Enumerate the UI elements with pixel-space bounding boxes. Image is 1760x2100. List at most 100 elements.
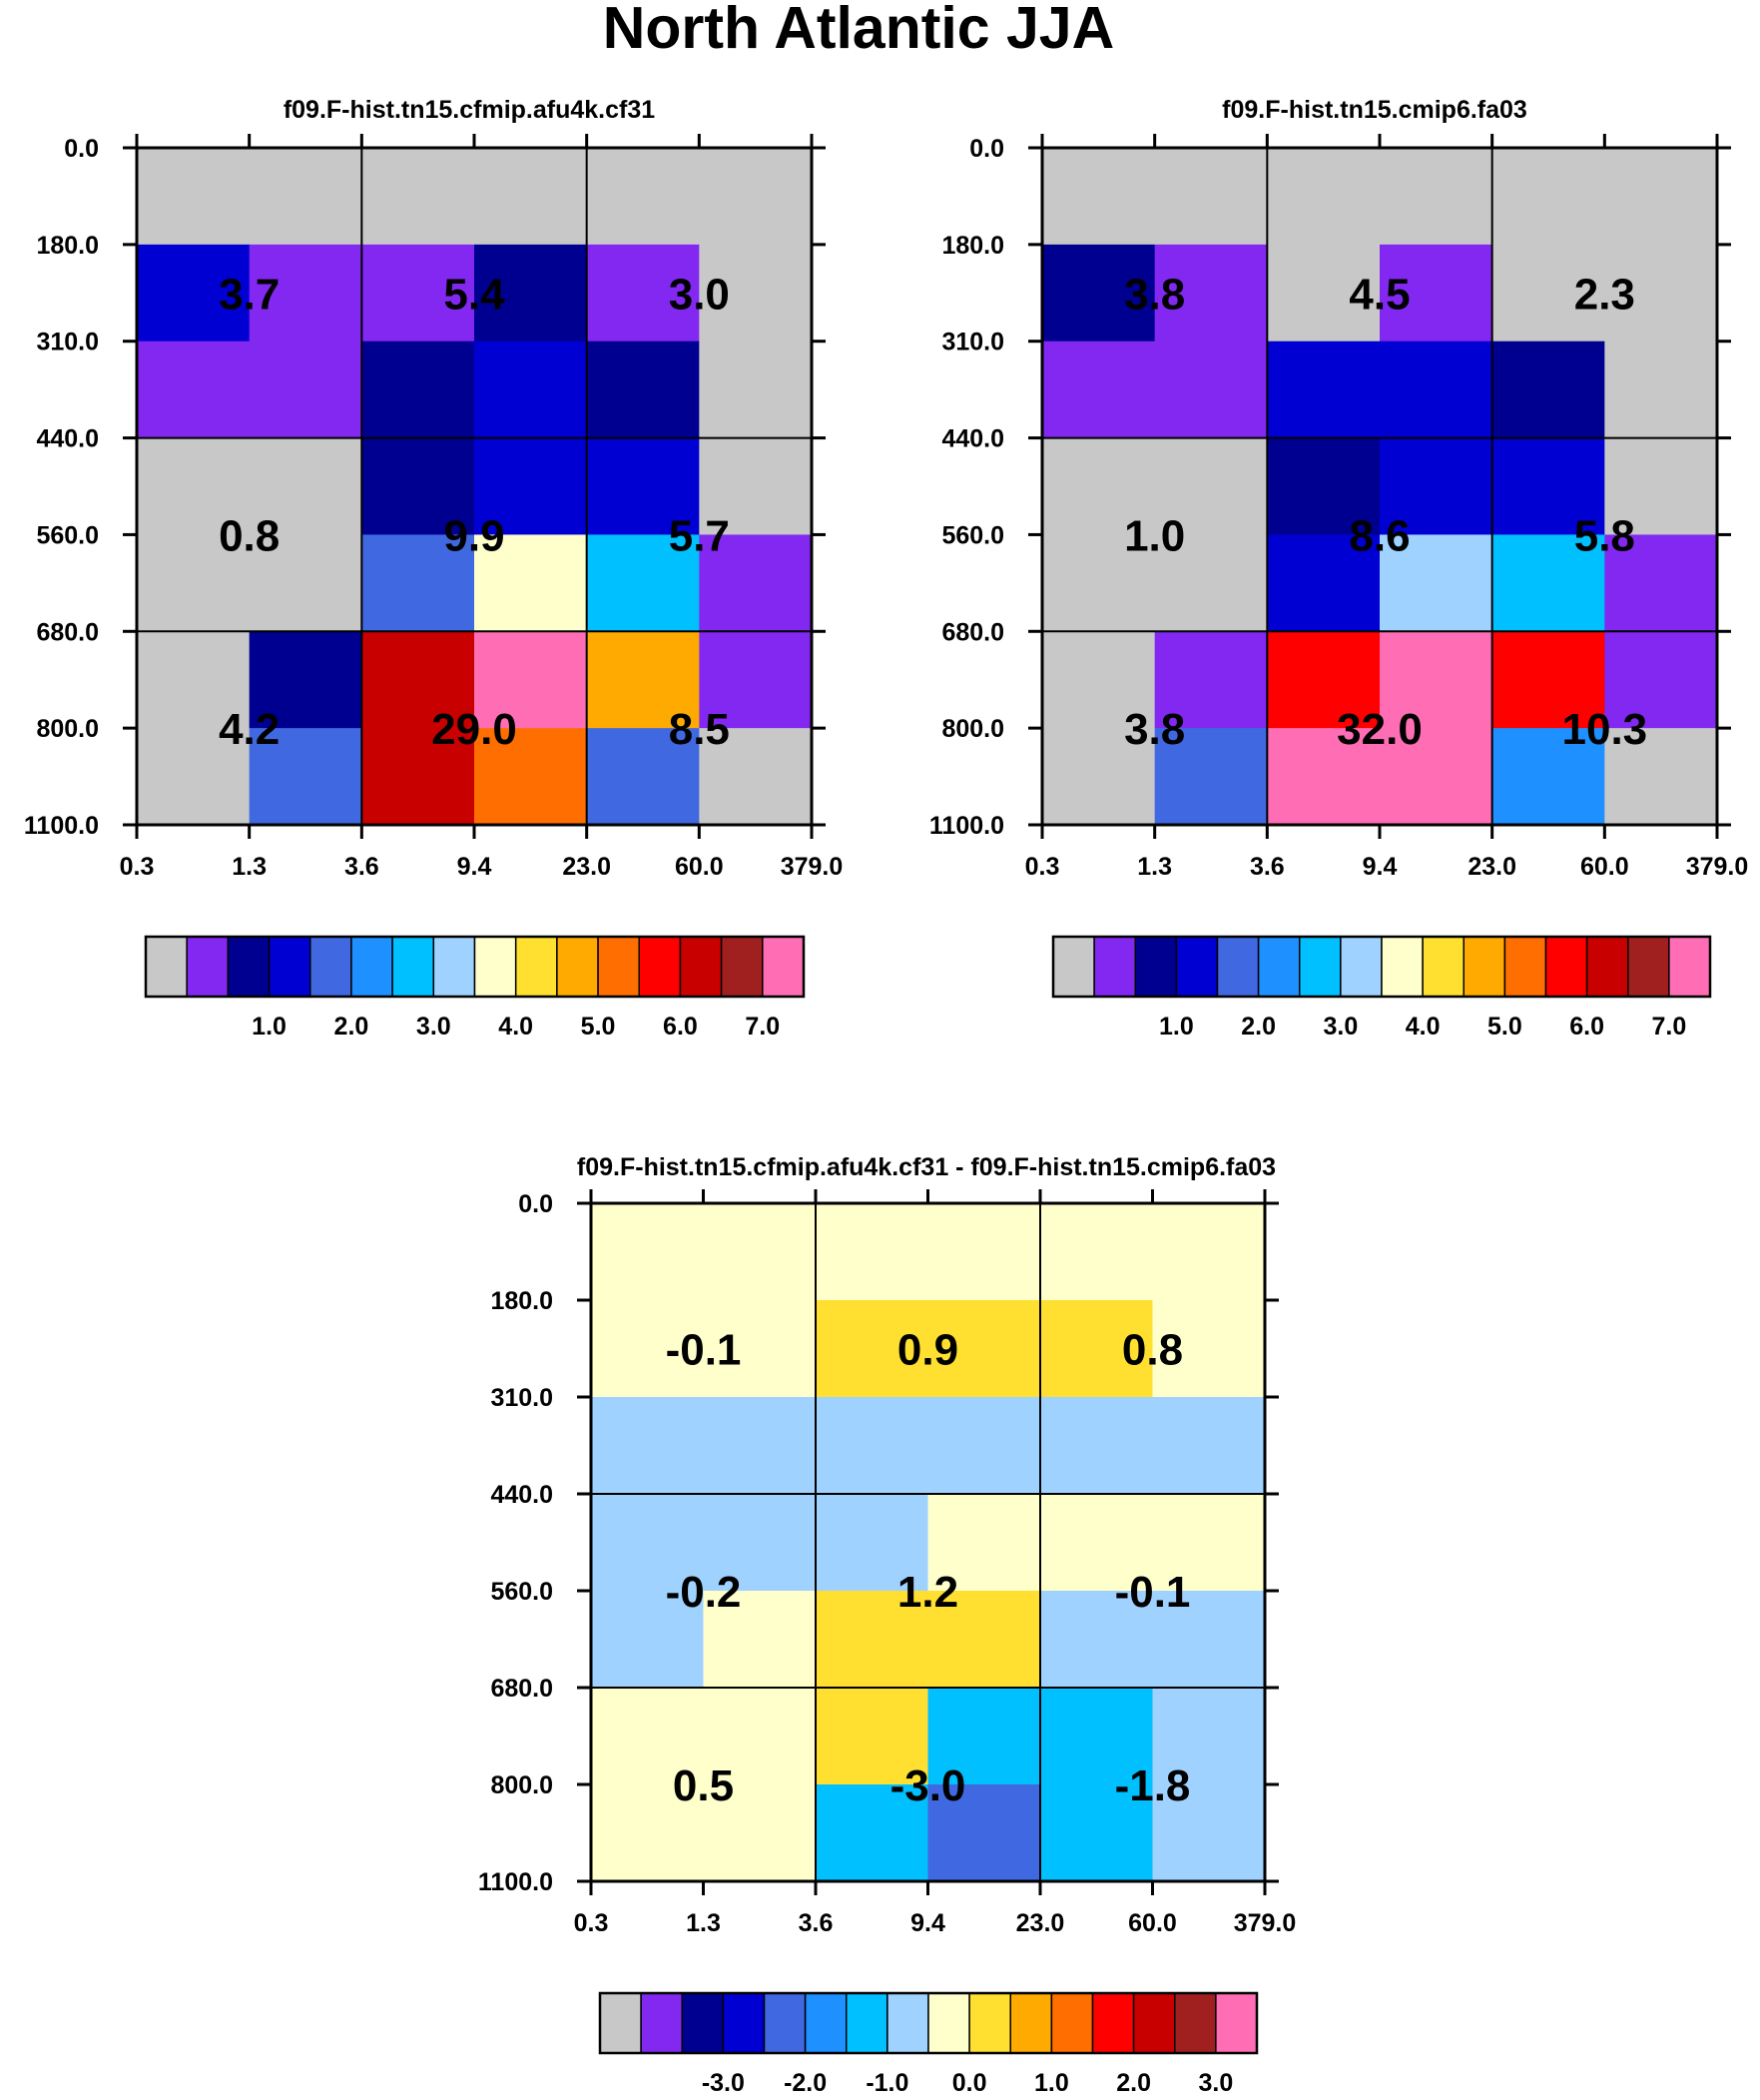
heatmap-cell-light-blue [1380, 534, 1493, 632]
box-value-label: 8.5 [669, 705, 730, 754]
box-value-label: -3.0 [890, 1761, 966, 1810]
colorbar-swatch-grey [599, 1992, 642, 2054]
colorbar-swatch-dodger-blue [350, 936, 393, 998]
box-value-label: 1.0 [1124, 511, 1185, 560]
heatmap-cell-dark-red [361, 728, 475, 826]
x-tick-label: 379.0 [1686, 853, 1749, 881]
panel-1-title: f09.F-hist.tn15.cfmip.afu4k.cf31 [284, 96, 655, 124]
heatmap-cell-light-yellow [474, 534, 588, 632]
heatmap-cell-navy [1042, 244, 1156, 343]
heatmap-cell-violet [361, 244, 475, 343]
heatmap-cell-violet [699, 631, 813, 729]
heatmap-cell-red [1267, 631, 1381, 729]
heatmap-cell-violet [1042, 341, 1156, 439]
x-tick-label: 379.0 [781, 853, 844, 881]
heatmap-cell-light-yellow [703, 1591, 817, 1689]
heatmap-cell-grey [249, 534, 362, 632]
box-value-label: 3.8 [1124, 705, 1185, 754]
heatmap-cell-light-yellow [1152, 1300, 1266, 1398]
box-value-label: -0.1 [1115, 1568, 1191, 1617]
heatmap-cell-grey [249, 437, 362, 535]
heatmap-cell-royal-blue [1154, 728, 1268, 826]
x-tick-label: 23.0 [1467, 853, 1516, 881]
box-value-label: 0.8 [1122, 1326, 1183, 1375]
heatmap-cell-grey [137, 728, 251, 826]
y-tick-label: 310.0 [490, 1384, 553, 1412]
colorbar-swatch-light-yellow [473, 936, 517, 998]
y-tick-label: 440.0 [941, 425, 1004, 453]
heatmap-cell-blue [586, 437, 700, 535]
y-tick-label: 310.0 [36, 329, 99, 356]
box-value-label: 5.7 [669, 511, 730, 560]
colorbar-swatch-dark-red [679, 936, 723, 998]
colorbar-label: -2.0 [784, 2069, 827, 2097]
heatmap-cell-light-blue [1152, 1784, 1266, 1882]
box-value-label: 5.4 [443, 270, 505, 319]
colorbar-label: 5.0 [581, 1013, 616, 1041]
heatmap-cell-grey [1604, 341, 1718, 439]
colorbar-swatch-dodger-blue [804, 1992, 848, 2054]
x-tick-label: 60.0 [675, 853, 724, 881]
heatmap-cell-grey [1154, 148, 1268, 246]
heatmap-cell-deep-sky-blue [927, 1688, 1041, 1785]
x-tick-label: 1.3 [686, 1909, 721, 1937]
heatmap-cell-navy [361, 437, 475, 535]
heatmap-cell-navy [474, 244, 588, 343]
colorbar-swatch-light-yellow [1381, 936, 1424, 998]
y-tick-label: 560.0 [490, 1578, 553, 1606]
colorbar-swatch-violet [1093, 936, 1136, 998]
colorbar-label: 7.0 [745, 1013, 780, 1041]
heatmap-cell-grey [1267, 244, 1381, 343]
box-value-label: 9.9 [443, 511, 504, 560]
heatmap-cell-light-blue [1152, 1688, 1266, 1785]
heatmap-cell-grey [1042, 534, 1156, 632]
heatmap-cell-pink [474, 631, 588, 729]
panel-1-heatmap: 0.3 1.3 3.6 9.4 23.0 60.0 379.0 0.0 180.0 310.0 44… [24, 134, 843, 881]
colorbar-swatch-pink [1215, 1992, 1258, 2054]
heatmap-cell-grey [474, 148, 588, 246]
heatmap-cell-light-blue [591, 1591, 704, 1689]
x-tick-label: 1.3 [1137, 853, 1172, 881]
heatmap-cell-light-yellow [816, 1203, 928, 1301]
heatmap-cell-violet [586, 244, 700, 343]
heatmap-cell-violet [1604, 534, 1718, 632]
heatmap-cell-blue [1267, 341, 1381, 439]
panel-1-colorbar: 1.0 2.0 3.0 4.0 5.0 6.0 7.0 [144, 935, 806, 1041]
y-tick-label: 800.0 [490, 1771, 553, 1799]
heatmap-cell-navy [361, 341, 475, 439]
colorbar-swatch-brown-red [1174, 1992, 1217, 2054]
colorbar-swatch-dark-red [1132, 1992, 1176, 2054]
heatmap-cell-navy [1491, 341, 1605, 439]
heatmap-cell-royal-blue [927, 1784, 1041, 1882]
heatmap-cell-blue [474, 437, 588, 535]
colorbar-swatch-yellow [968, 1992, 1011, 2054]
colorbar-swatch-violet [640, 1992, 683, 2054]
heatmap-cell-violet [249, 341, 362, 439]
colorbar-frame [1051, 935, 1712, 999]
heatmap-cell-light-blue [927, 1397, 1041, 1495]
heatmap-cell-grey [1042, 631, 1156, 729]
colorbar-swatch-navy [681, 1992, 725, 2054]
heatmap-cell-yellow [816, 1300, 928, 1398]
colorbar-swatch-dark-orange [1050, 1992, 1094, 2054]
box-value-label: 2.3 [1574, 270, 1635, 319]
x-tick-label: 0.3 [1025, 853, 1060, 881]
heatmap-cell-grey [1604, 148, 1718, 246]
heatmap-cell-navy [249, 631, 362, 729]
x-tick-label: 379.0 [1234, 1909, 1297, 1937]
box-value-label: 5.8 [1574, 511, 1635, 560]
x-tick-label: 0.3 [120, 853, 155, 881]
colorbar-label: 2.0 [1241, 1013, 1276, 1041]
heatmap-cell-red [1491, 631, 1605, 729]
heatmap-cell-blue [137, 244, 251, 343]
heatmap-cell-navy [1267, 437, 1381, 535]
colorbar-swatch-yellow [514, 936, 558, 998]
heatmap-cell-light-yellow [703, 1784, 817, 1882]
colorbar-swatch-pink [762, 936, 805, 998]
colorbar-swatch-orange [1009, 1992, 1053, 2054]
x-tick-label: 1.3 [232, 853, 267, 881]
colorbar-swatch-royal-blue [763, 1992, 807, 2054]
heatmap-cell-light-blue [1040, 1591, 1153, 1689]
heatmap-cell-violet [249, 244, 362, 343]
box-value-label: 3.0 [669, 270, 730, 319]
